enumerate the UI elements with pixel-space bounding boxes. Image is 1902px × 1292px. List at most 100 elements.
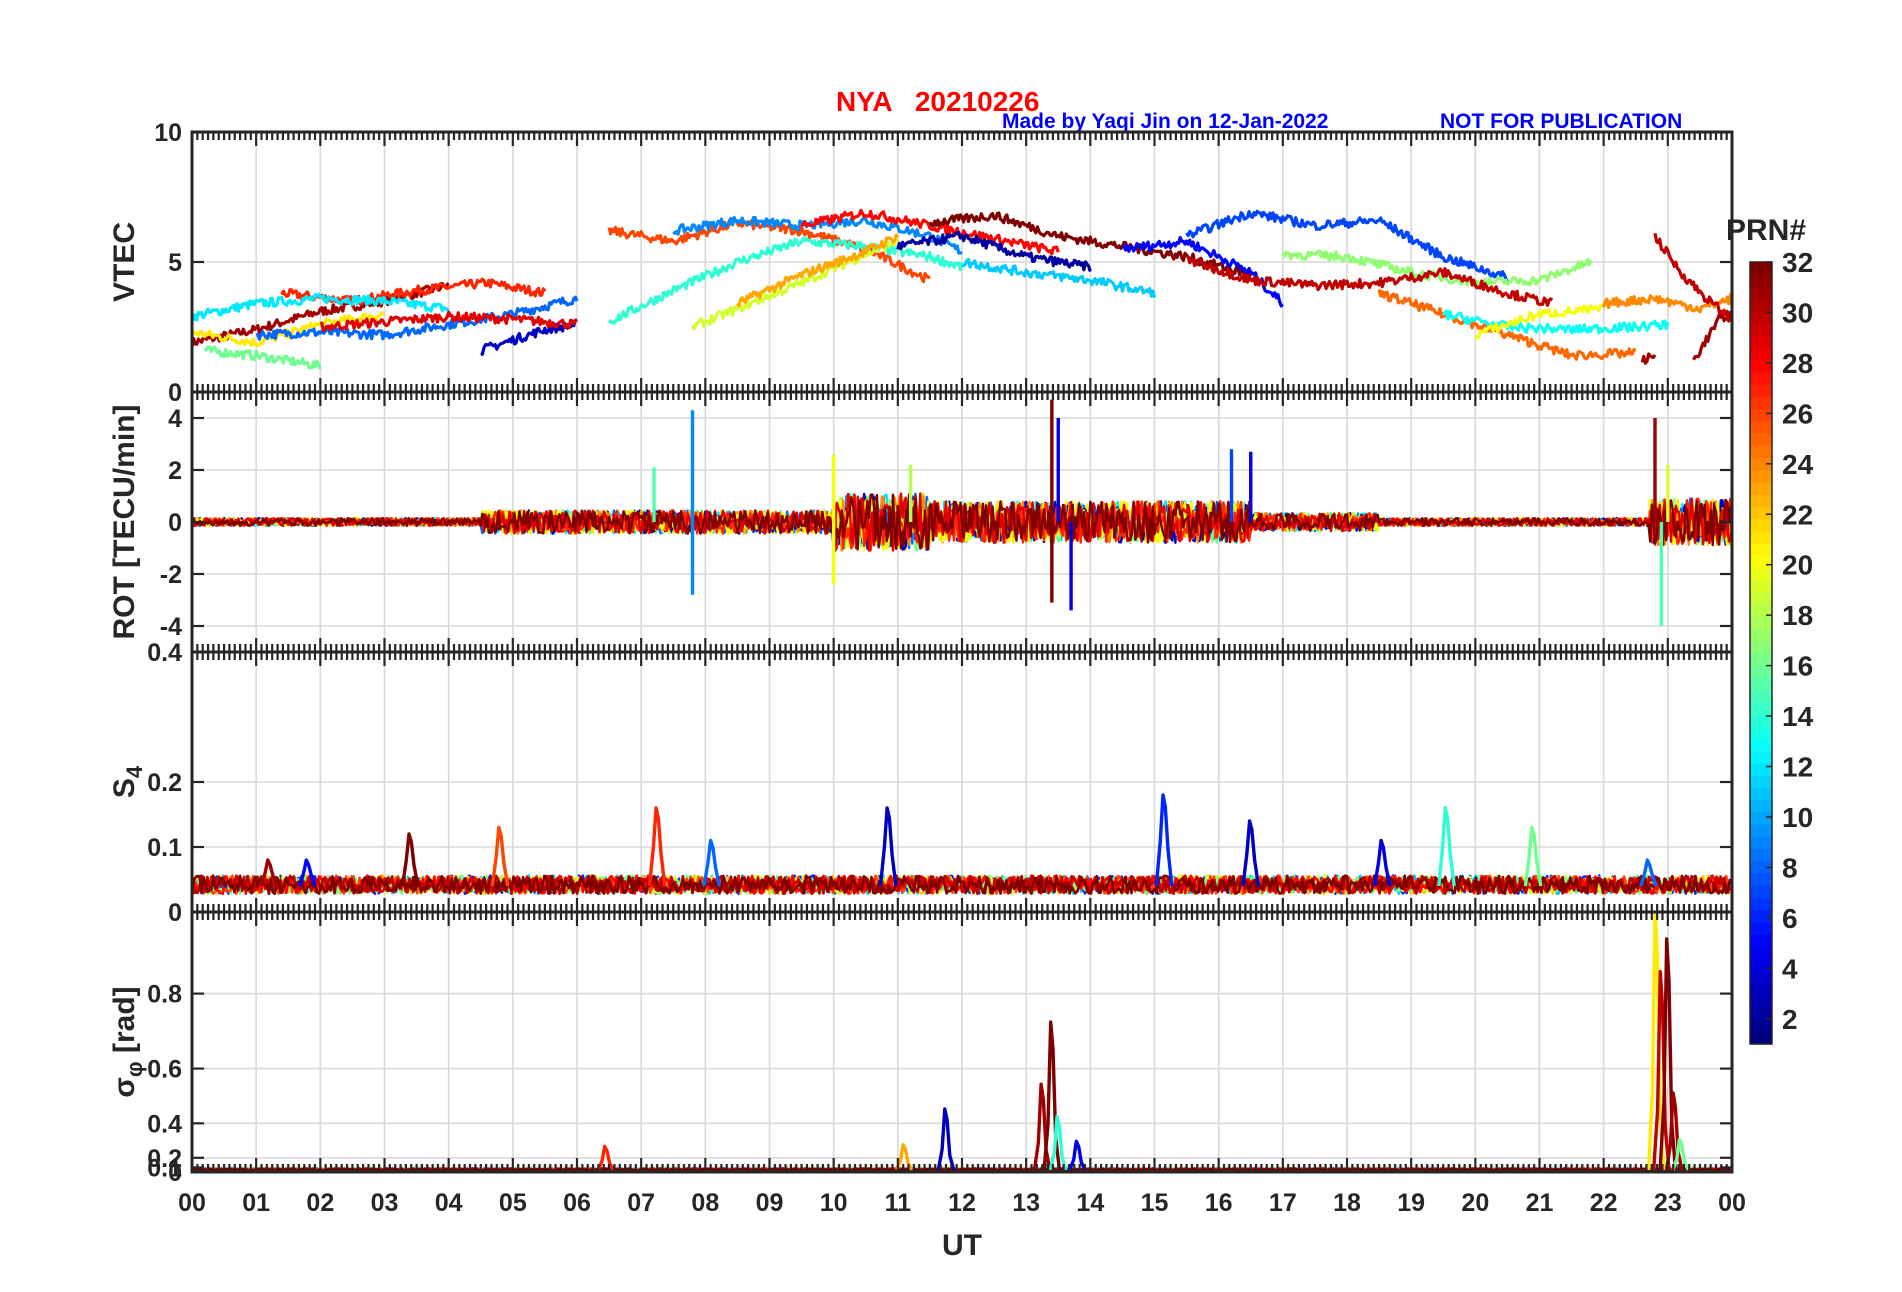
peak-prn-31 (259, 858, 279, 887)
vtec-series-prn-25 (1377, 289, 1636, 361)
colorbar-cell (1750, 335, 1772, 349)
colorbar-cell (1750, 689, 1772, 703)
colorbar-cell (1750, 921, 1772, 935)
y-tick-label: -2 (160, 561, 182, 589)
colorbar-cell (1750, 445, 1772, 459)
colorbar-cell (1750, 775, 1772, 789)
colorbar-tick-label: 24 (1782, 449, 1814, 480)
colorbar-cell (1750, 897, 1772, 911)
peak-prn-14 (1437, 806, 1456, 887)
y-tick-label: 0.2 (147, 769, 182, 797)
colorbar-cell (1750, 579, 1772, 593)
y-tick-label: 0.4 (147, 639, 182, 667)
y-tick-label: 10 (154, 119, 182, 147)
colorbar-cell (1750, 262, 1772, 275)
colorbar-cell (1750, 347, 1772, 361)
peak-prn-8 (702, 838, 722, 887)
colorbar-cell (1750, 811, 1772, 825)
y-tick-label: -4 (160, 613, 182, 641)
y-tick-label: 0.1 (147, 834, 182, 862)
peak-prn-3 (878, 806, 898, 887)
colorbar-cell (1750, 591, 1772, 605)
peak-prn-6 (1154, 793, 1174, 887)
colorbar-cell (1750, 469, 1772, 483)
colorbar-tick-label: 10 (1782, 802, 1813, 833)
panel-4-grid (191, 912, 1733, 1173)
colorbar-cell (1750, 799, 1772, 813)
x-tick-label: 10 (820, 1189, 848, 1217)
panel-2-ylabel: ROT [TECU/min] (108, 405, 141, 640)
peak-prn-16 (1523, 825, 1543, 887)
vtec-series-prn-11 (961, 257, 1157, 299)
colorbar-tick-label: 2 (1782, 1004, 1798, 1035)
colorbar-cell (1750, 958, 1772, 972)
colorbar-tick-label: 8 (1782, 852, 1798, 883)
panel-3: 0 0.1 0.2 0.4 S4 (108, 639, 1734, 927)
colorbar-cell (1750, 555, 1772, 569)
peak-prn-27 (647, 806, 667, 887)
x-tick-label: 23 (1654, 1189, 1682, 1217)
peak-prn-4 (1372, 838, 1392, 887)
vtec-series-prn-5 (1121, 235, 1284, 308)
panel-3-data (192, 793, 1732, 896)
vtec-series-prn-24 (1602, 293, 1732, 314)
y-tick-label: 0.4 (147, 1110, 182, 1138)
panel-1-axes: 0 5 10 VTEC (108, 119, 1734, 407)
x-tick-label: 15 (1141, 1189, 1169, 1217)
colorbar-tick-label: 30 (1782, 297, 1813, 328)
peak-prn-27 (596, 1144, 616, 1171)
panel-4-axes: 00.10.2 0.4 0.6 0.8σφ [rad] (108, 910, 1734, 1187)
vtec-series-prn-30 (1186, 255, 1554, 307)
colorbar-cell (1750, 640, 1772, 654)
panel-2-data (192, 399, 1732, 626)
y-tick-label: 0 (168, 379, 182, 407)
colorbar-cell (1750, 824, 1772, 837)
colorbar-cell (1750, 726, 1772, 740)
colorbar-cell (1750, 433, 1772, 446)
x-tick-label: 07 (627, 1189, 655, 1217)
vtec-series-prn-16 (203, 345, 322, 370)
vtec-series-prn-14 (607, 236, 964, 325)
x-tick-label: 20 (1461, 1189, 1489, 1217)
x-tick-label: 01 (242, 1189, 270, 1217)
vtec-series-prn-30 (1653, 233, 1732, 323)
peak-prn-3 (1241, 819, 1261, 887)
y-tick-label: 0.2 (147, 1145, 182, 1173)
peak-prn-16 (1671, 1137, 1690, 1171)
x-tick-label: 02 (306, 1189, 334, 1217)
colorbar-cell (1750, 494, 1772, 507)
x-tick-label: 11 (885, 1189, 912, 1217)
vtec-series-prn-31 (1692, 310, 1732, 361)
colorbar-cell (1750, 384, 1772, 398)
x-tick-label: 04 (435, 1189, 463, 1217)
panel-1-ylabel: VTEC (108, 222, 141, 302)
vtec-series-prn-8 (255, 295, 579, 341)
peak-prn-32 (400, 832, 420, 887)
vtec-series-prn-23 (736, 233, 900, 308)
colorbar-cell (1750, 310, 1772, 324)
panel-4-ylabel: σφ [rad] (108, 986, 147, 1097)
x-tick-label: 19 (1397, 1189, 1425, 1217)
colorbar-cell (1750, 665, 1772, 679)
panel-1-grid (191, 131, 1733, 393)
y-tick-label: 2 (168, 457, 182, 485)
colorbar-cell (1750, 1007, 1772, 1021)
y-tick-label: 0 (168, 1159, 182, 1187)
colorbar-cell (1750, 982, 1772, 996)
colorbar-tick-label: 32 (1782, 247, 1813, 278)
colorbar-cell (1750, 604, 1772, 617)
colorbar-cell (1750, 518, 1772, 532)
colorbar-tick-label: 4 (1782, 953, 1798, 984)
x-tick-label: 08 (691, 1189, 719, 1217)
colorbar-cell (1750, 298, 1772, 312)
vtec-series-prn-29 (319, 310, 578, 333)
colorbar-cell (1750, 946, 1772, 960)
vtec-series-prn-13 (1441, 309, 1670, 335)
colorbar-cell (1750, 286, 1772, 300)
colorbar-cell (1750, 506, 1772, 520)
peak-prn-21 (1646, 912, 1666, 1171)
x-tick-label: 21 (1526, 1189, 1554, 1217)
y-tick-label: 4 (168, 405, 182, 433)
colorbar-tick-label: 18 (1782, 600, 1813, 631)
